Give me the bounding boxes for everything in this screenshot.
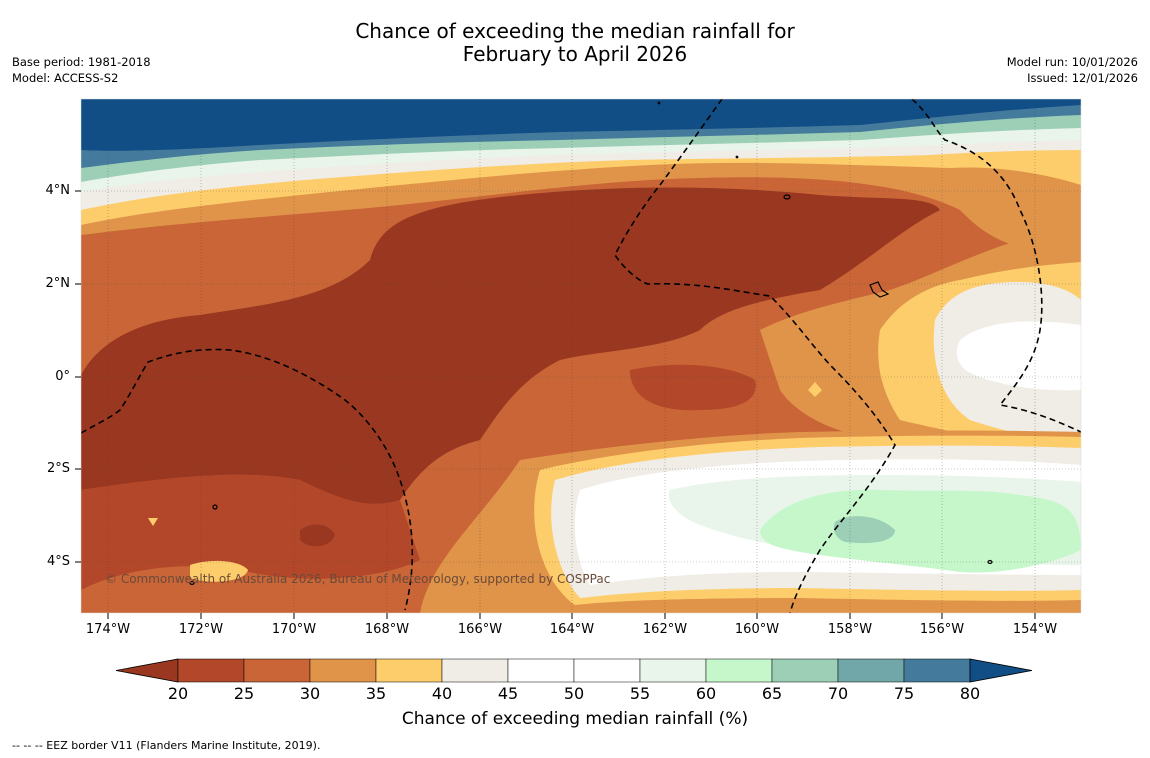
eez-legend-footer: -- -- -- EEZ border V11 (Flanders Marine… [12, 739, 321, 752]
map-frame [80, 98, 1082, 614]
colorbar-bin-50-55 [573, 658, 641, 683]
region-65-70-south [833, 516, 895, 544]
colorbar-tick-65: 65 [761, 684, 783, 703]
colorbar-tick-60: 60 [695, 684, 717, 703]
axis-ticks [75, 190, 1036, 619]
colorbar-bin-20-25 [177, 658, 245, 683]
issued-date: Issued: 12/01/2026 [1027, 71, 1138, 85]
copyright-notice: © Commonwealth of Australia 2026, Bureau… [105, 572, 611, 586]
region-45-55-east [956, 321, 1081, 391]
colorbar-tick-55: 55 [629, 684, 651, 703]
colorbar [115, 658, 1033, 683]
island-6 [657, 101, 661, 105]
colorbar-bin-65-70 [771, 658, 839, 683]
region-20-25-east [630, 364, 756, 411]
colorbar-bin-55-60 [639, 658, 707, 683]
colorbar-tick-35: 35 [365, 684, 387, 703]
colorbar-extend-high [969, 658, 1033, 683]
lat-label-0: 0° [55, 369, 70, 384]
base-period: Base period: 1981-2018 [12, 55, 151, 69]
model-name: Model: ACCESS-S2 [12, 71, 119, 85]
meta-right: Model run: 10/01/2026 Issued: 12/01/2026 [1007, 54, 1138, 86]
region-60-65-south [760, 489, 1081, 573]
lon-label-174w: 174°W [85, 622, 131, 637]
colorbar-tick-75: 75 [893, 684, 915, 703]
colorbar-bin-35-40 [375, 658, 443, 683]
island-7 [735, 155, 739, 159]
colorbar-bin-25-30 [243, 658, 311, 683]
patch-35-40 [808, 382, 822, 397]
eez-borders [81, 99, 1081, 613]
colorbar-tick-25: 25 [233, 684, 255, 703]
island-5 [189, 580, 195, 586]
lon-label-154w: 154°W [1012, 622, 1058, 637]
lon-label-164w: 164°W [549, 622, 595, 637]
meta-left: Base period: 1981-2018 Model: ACCESS-S2 [12, 54, 151, 86]
colorbar-bin-45-50 [507, 658, 575, 683]
lon-label-166w: 166°W [457, 622, 503, 637]
patch-dry-south [300, 524, 335, 547]
lon-label-156w: 156°W [919, 622, 965, 637]
model-run: Model run: 10/01/2026 [1006, 55, 1138, 69]
band-80-plus [81, 99, 1081, 151]
region-20-25-south [81, 474, 420, 590]
patch-south-west [190, 560, 248, 582]
colorbar-tick-80: 80 [959, 684, 981, 703]
lon-label-168w: 168°W [364, 622, 410, 637]
island-4 [987, 559, 993, 565]
lon-label-158w: 158°W [827, 622, 873, 637]
colorbar-tick-20: 20 [167, 684, 189, 703]
patch-35-small [148, 518, 158, 526]
lat-label-2s: 2°S [46, 461, 70, 476]
colorbar-tick-45: 45 [497, 684, 519, 703]
lon-label-170w: 170°W [271, 622, 317, 637]
colorbar-tick-50: 50 [563, 684, 585, 703]
colorbar-bin-40-45 [441, 658, 509, 683]
lat-label-2n: 2°N [45, 276, 71, 291]
colorbar-extend-low [115, 658, 179, 683]
island-1 [783, 194, 791, 200]
title-line2: February to April 2026 [462, 42, 688, 66]
eez-border-west [81, 348, 414, 611]
eez-border-east [911, 99, 1081, 433]
colorbar-tick-70: 70 [827, 684, 849, 703]
region-below-20 [81, 187, 940, 504]
colorbar-tick-40: 40 [431, 684, 453, 703]
island-2 [869, 281, 890, 298]
lon-label-172w: 172°W [178, 622, 224, 637]
colorbar-tick-30: 30 [299, 684, 321, 703]
colorbar-bin-70-75 [837, 658, 905, 683]
lon-label-160w: 160°W [734, 622, 780, 637]
lon-label-162w: 162°W [642, 622, 688, 637]
title-line1: Chance of exceeding the median rainfall … [355, 19, 795, 43]
islands [189, 101, 993, 586]
colorbar-bin-30-35 [309, 658, 377, 683]
lat-label-4s: 4°S [46, 554, 70, 569]
lat-label-4n: 4°N [45, 183, 71, 198]
colorbar-bin-75-80 [903, 658, 971, 683]
patch-65-small [1042, 516, 1052, 523]
colorbar-label: Chance of exceeding median rainfall (%) [401, 709, 749, 729]
colorbar-bin-60-65 [705, 658, 773, 683]
map-field [81, 99, 1081, 613]
island-3 [212, 504, 218, 510]
